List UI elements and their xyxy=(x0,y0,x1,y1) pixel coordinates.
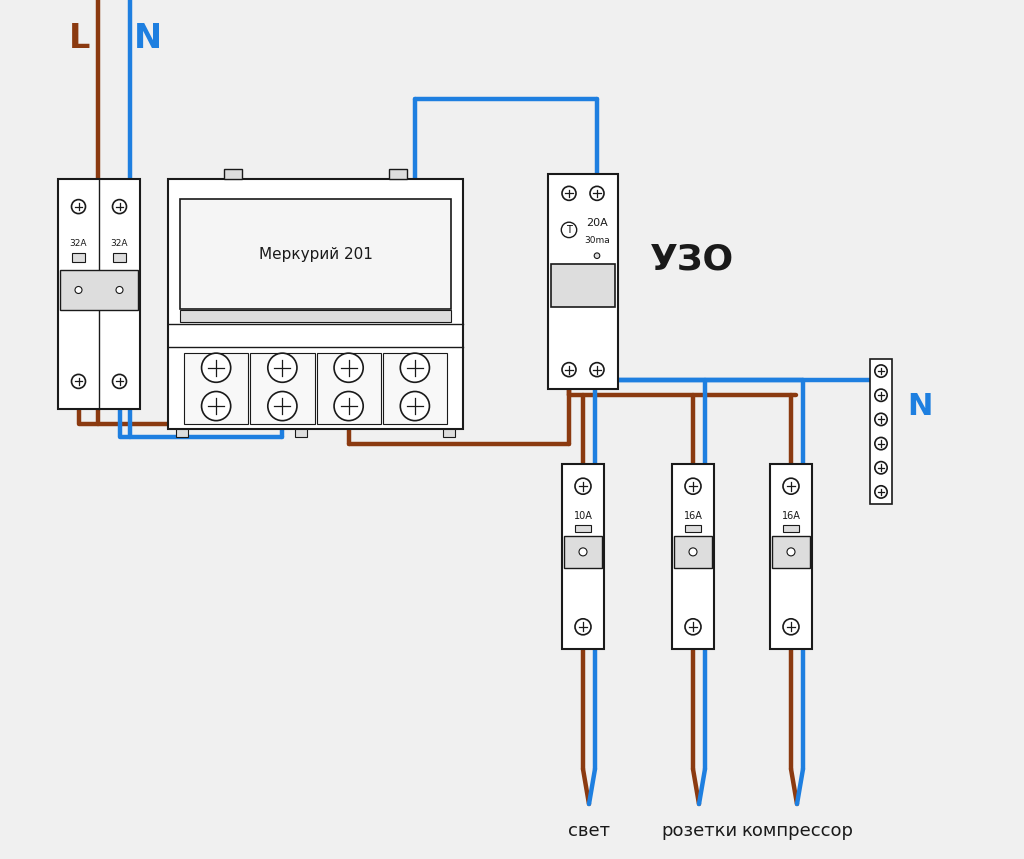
Text: 32A: 32A xyxy=(70,239,87,248)
Circle shape xyxy=(72,199,85,214)
Circle shape xyxy=(202,353,230,382)
Text: T: T xyxy=(566,225,572,235)
Circle shape xyxy=(685,478,701,494)
Text: N: N xyxy=(907,392,933,421)
Circle shape xyxy=(75,286,82,294)
Bar xyxy=(782,525,800,533)
Circle shape xyxy=(594,253,600,259)
Circle shape xyxy=(689,548,697,556)
Text: 10A: 10A xyxy=(573,511,593,521)
Text: Меркурий 201: Меркурий 201 xyxy=(259,247,373,261)
Bar xyxy=(184,352,248,424)
Circle shape xyxy=(874,413,887,425)
Bar xyxy=(562,464,604,649)
Bar xyxy=(168,179,463,429)
Text: 20A: 20A xyxy=(586,218,608,228)
Bar xyxy=(389,169,408,179)
Bar xyxy=(548,174,618,389)
Circle shape xyxy=(590,186,604,200)
Circle shape xyxy=(874,365,887,377)
Bar xyxy=(383,352,447,424)
Bar xyxy=(770,464,812,649)
Text: 16A: 16A xyxy=(781,511,801,521)
Bar xyxy=(250,352,314,424)
Text: N: N xyxy=(134,22,162,56)
Circle shape xyxy=(874,437,887,450)
Bar xyxy=(551,265,615,308)
Circle shape xyxy=(202,392,230,421)
Circle shape xyxy=(579,548,587,556)
Circle shape xyxy=(874,485,887,498)
Circle shape xyxy=(590,362,604,376)
Circle shape xyxy=(116,286,123,294)
Circle shape xyxy=(787,548,795,556)
Circle shape xyxy=(334,353,364,382)
Circle shape xyxy=(334,392,364,421)
Text: компрессор: компрессор xyxy=(741,822,853,840)
Text: свет: свет xyxy=(568,822,610,840)
Bar xyxy=(180,199,451,309)
Circle shape xyxy=(562,186,575,200)
Bar xyxy=(685,525,701,533)
Circle shape xyxy=(268,353,297,382)
Bar xyxy=(564,536,602,568)
Text: УЗО: УЗО xyxy=(650,242,734,276)
Circle shape xyxy=(400,392,429,421)
Bar xyxy=(224,169,242,179)
Bar xyxy=(674,536,712,568)
Circle shape xyxy=(783,478,799,494)
Circle shape xyxy=(685,618,701,635)
Circle shape xyxy=(72,375,85,388)
Bar xyxy=(772,536,810,568)
Bar xyxy=(176,429,188,437)
Bar xyxy=(870,359,892,504)
Bar xyxy=(113,253,126,262)
Bar xyxy=(295,429,307,437)
Text: 30ma: 30ma xyxy=(584,236,610,245)
Text: розетки: розетки xyxy=(660,822,737,840)
Bar xyxy=(72,253,85,262)
Bar xyxy=(60,270,138,310)
Circle shape xyxy=(268,392,297,421)
Circle shape xyxy=(874,389,887,401)
Circle shape xyxy=(561,222,577,238)
Circle shape xyxy=(562,362,575,376)
Bar xyxy=(58,179,140,409)
Circle shape xyxy=(783,618,799,635)
Bar xyxy=(574,525,592,533)
Circle shape xyxy=(575,618,591,635)
Circle shape xyxy=(874,461,887,474)
Circle shape xyxy=(113,199,127,214)
Text: L: L xyxy=(70,22,91,56)
Bar xyxy=(443,429,455,437)
Bar xyxy=(180,310,451,321)
Circle shape xyxy=(575,478,591,494)
Circle shape xyxy=(113,375,127,388)
Circle shape xyxy=(400,353,429,382)
Text: 16A: 16A xyxy=(684,511,702,521)
Bar xyxy=(672,464,714,649)
Bar xyxy=(316,352,381,424)
Text: 32A: 32A xyxy=(111,239,128,248)
